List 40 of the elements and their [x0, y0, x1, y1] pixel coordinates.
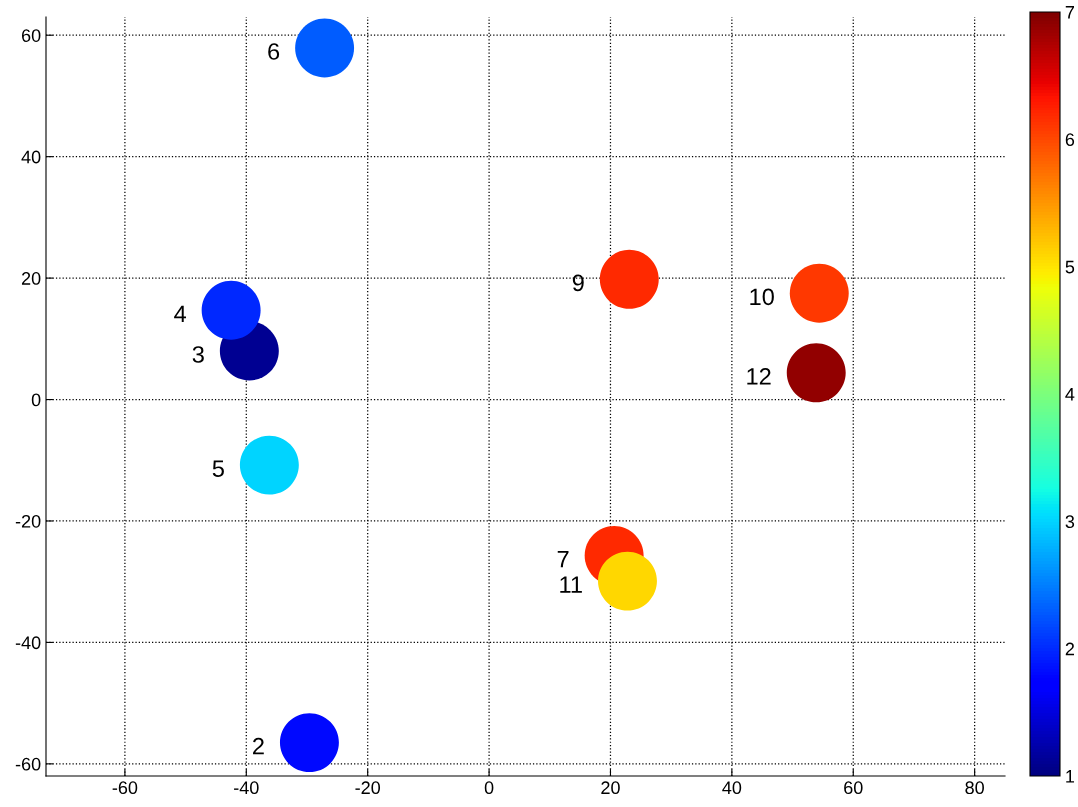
y-tick-label: -40 — [15, 636, 41, 650]
x-tick-label: -60 — [112, 781, 138, 795]
point — [239, 435, 299, 495]
annotation: 4 — [174, 305, 186, 322]
point — [789, 263, 849, 323]
color-bar-label: 7 — [1065, 6, 1074, 19]
x-tick-label: 60 — [844, 781, 863, 795]
annotation: 12 — [747, 367, 771, 385]
annotation: 7 — [557, 551, 569, 568]
point — [279, 713, 339, 773]
x-tick-label: 20 — [601, 781, 620, 795]
point — [295, 18, 355, 78]
point — [599, 249, 659, 309]
x-tick-label: 80 — [965, 781, 984, 795]
x-tick-label: -40 — [234, 781, 259, 795]
color-bar-label: 2 — [1065, 642, 1074, 656]
annotation: 5 — [212, 460, 224, 478]
x-tick-label: 0 — [484, 781, 494, 795]
annotation: 6 — [268, 43, 280, 60]
color-bar-label: 5 — [1065, 260, 1075, 274]
point — [786, 343, 846, 403]
annotation: 11 — [560, 576, 582, 593]
y-tick-label: -20 — [15, 514, 41, 528]
point — [201, 280, 261, 340]
x-tick-label: 40 — [722, 781, 742, 795]
y-tick-label: -60 — [15, 757, 41, 771]
y-tick-label: 0 — [31, 393, 41, 407]
x-tick-label: -20 — [355, 781, 381, 795]
annotation: 10 — [750, 288, 774, 306]
point — [598, 551, 657, 611]
annotation: 3 — [192, 346, 204, 363]
y-tick-label: 60 — [21, 29, 41, 42]
color-bar-label: 6 — [1065, 133, 1075, 147]
annotation: 2 — [253, 737, 264, 755]
y-tick-label: 20 — [21, 272, 41, 285]
color-bar-label: 1 — [1066, 770, 1075, 783]
y-tick-label: 40 — [21, 150, 41, 164]
color-bar-label: 3 — [1065, 515, 1075, 529]
color-bar-label: 4 — [1065, 388, 1075, 401]
annotation: 9 — [572, 274, 584, 292]
